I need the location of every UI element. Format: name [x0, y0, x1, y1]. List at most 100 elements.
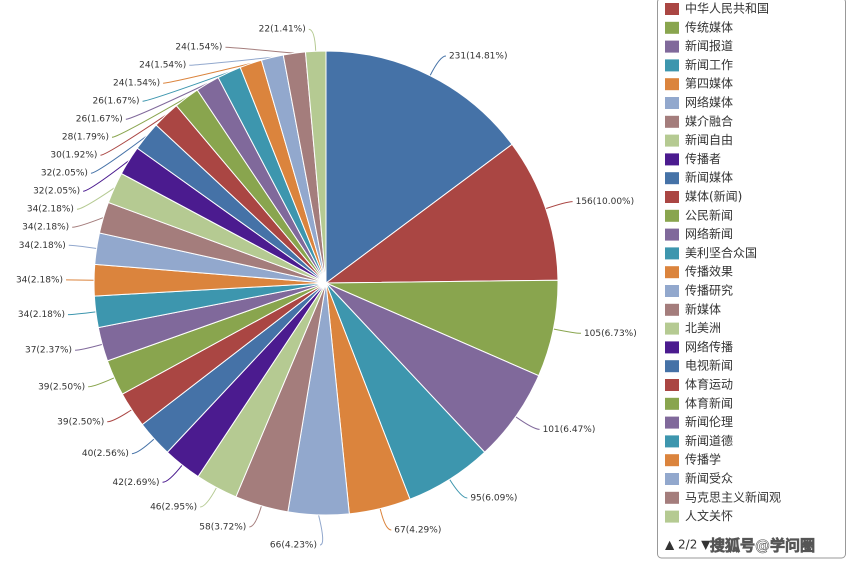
data-label: 66(4.23%)	[270, 540, 317, 550]
legend-swatch	[665, 3, 679, 15]
legend-swatch	[665, 435, 679, 447]
legend-swatch	[665, 398, 679, 410]
legend-label: 体育运动	[685, 377, 733, 392]
data-label: 39(2.50%)	[57, 417, 104, 427]
legend-label: 新闻伦理	[685, 414, 733, 429]
label-connector	[319, 515, 323, 545]
data-label: 28(1.79%)	[62, 133, 109, 143]
pie	[94, 51, 558, 515]
legend-pager[interactable]: ▲ 2/2 ▼	[665, 538, 711, 552]
legend-label: 媒体(新闻)	[685, 189, 742, 204]
legend-swatch	[665, 59, 679, 71]
legend-swatch	[665, 285, 679, 297]
label-connector	[450, 479, 468, 498]
label-connector	[72, 218, 103, 228]
label-connector	[516, 417, 540, 430]
data-label: 22(1.41%)	[259, 25, 306, 35]
legend-swatch	[665, 210, 679, 222]
legend-label: 传播学	[685, 452, 721, 467]
legend-swatch	[665, 492, 679, 504]
label-connector	[249, 506, 261, 527]
legend-label: 新闻工作	[685, 57, 733, 72]
legend-swatch	[665, 116, 679, 128]
legend-swatch	[665, 511, 679, 523]
legend-swatch	[665, 172, 679, 184]
legend-swatch	[665, 417, 679, 429]
legend-label: 网络传播	[685, 339, 733, 354]
label-connector	[68, 312, 96, 315]
label-connector	[309, 29, 316, 51]
legend-swatch	[665, 473, 679, 485]
label-connector	[75, 344, 102, 350]
label-connector	[225, 47, 294, 53]
data-label: 32(2.05%)	[33, 187, 80, 197]
legend-label: 传播效果	[685, 264, 733, 279]
legend-label: 新闻媒体	[685, 170, 733, 185]
label-connector	[107, 410, 131, 422]
legend-label: 传播者	[685, 151, 721, 166]
legend-swatch	[665, 247, 679, 259]
legend-swatch	[665, 153, 679, 165]
data-label: 26(1.67%)	[92, 97, 139, 107]
legend-label: 媒介融合	[685, 113, 733, 128]
data-label: 34(2.18%)	[27, 205, 74, 215]
label-connector	[132, 439, 154, 454]
legend-label: 中华人民共和国	[685, 1, 769, 16]
legend-swatch	[665, 266, 679, 278]
legend-label: 传播研究	[685, 283, 733, 298]
data-label: 34(2.18%)	[22, 223, 69, 233]
legend-label: 人文关怀	[685, 508, 733, 523]
legend-swatch	[665, 454, 679, 466]
data-label: 231(14.81%)	[449, 51, 508, 61]
data-label: 156(10.00%)	[576, 197, 635, 207]
legend-label: 新闻受众	[685, 471, 733, 486]
legend-swatch	[665, 360, 679, 372]
legend-label: 马克思主义新闻观	[685, 489, 781, 504]
data-label: 26(1.67%)	[76, 115, 123, 125]
data-label: 95(6.09%)	[470, 493, 517, 503]
data-label: 46(2.95%)	[150, 502, 197, 512]
label-connector	[380, 509, 391, 530]
data-label: 32(2.05%)	[41, 169, 88, 179]
legend-swatch	[665, 97, 679, 109]
label-connector	[546, 202, 573, 209]
legend-label: 新媒体	[685, 301, 721, 316]
legend-swatch	[665, 191, 679, 203]
data-label: 30(1.92%)	[50, 151, 97, 161]
legend-label: 网络媒体	[685, 95, 733, 110]
legend-swatch	[665, 41, 679, 53]
legend-label: 网络新闻	[685, 226, 733, 241]
label-connector	[553, 329, 581, 333]
data-label: 24(1.54%)	[139, 61, 186, 71]
data-label: 34(2.18%)	[16, 275, 63, 285]
legend-label: 美利坚合众国	[685, 245, 757, 260]
legend-swatch	[665, 323, 679, 335]
legend-label: 新闻报道	[685, 38, 733, 53]
label-connector	[69, 245, 97, 248]
legend-label: 第四媒体	[685, 77, 733, 91]
label-connector	[163, 465, 183, 482]
label-connector	[200, 488, 216, 507]
data-label: 40(2.56%)	[82, 449, 129, 459]
data-label: 58(3.72%)	[199, 522, 246, 532]
label-connector	[88, 378, 114, 387]
legend-swatch	[665, 304, 679, 316]
legend-label: 新闻自由	[685, 132, 733, 147]
data-label: 24(1.54%)	[175, 43, 222, 53]
legend-label: 电视新闻	[685, 358, 733, 373]
data-label: 67(4.29%)	[394, 525, 441, 535]
legend-label: 公民新闻	[685, 207, 733, 222]
data-label: 39(2.50%)	[38, 382, 85, 392]
data-label: 24(1.54%)	[113, 79, 160, 89]
legend-swatch	[665, 229, 679, 241]
data-label: 42(2.69%)	[112, 478, 159, 488]
data-label: 37(2.37%)	[25, 346, 72, 356]
legend-swatch	[665, 341, 679, 353]
label-connector	[430, 56, 446, 76]
legend-swatch	[665, 78, 679, 90]
legend-swatch	[665, 379, 679, 391]
data-label: 101(6.47%)	[543, 425, 596, 435]
legend-label: 体育新闻	[685, 395, 733, 410]
